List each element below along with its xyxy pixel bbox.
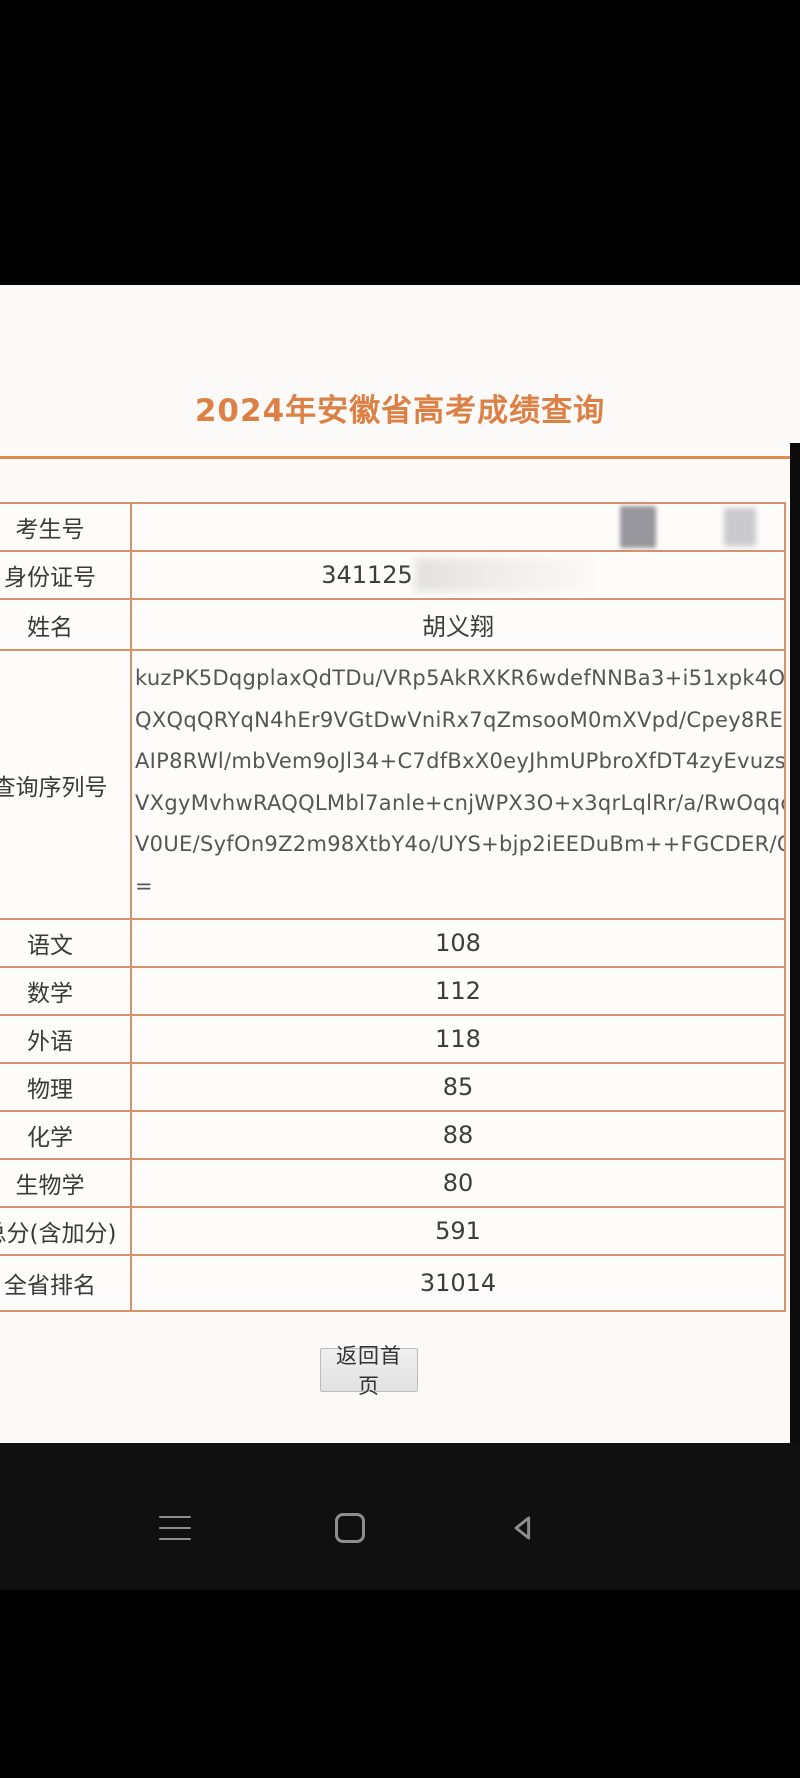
serial-line: QXQqQRYqN4hEr9VGtDwVniRx7qZmsooM0mXVpd/C… [135, 707, 784, 732]
back-icon[interactable] [506, 1511, 540, 1545]
score-table: 考生号 身份证号 341125 姓名 胡义翔 查询序列号 kuzPK5Dqgpl… [0, 502, 786, 1312]
table-row: 身份证号 341125 [0, 552, 784, 600]
row-value: 118 [435, 1025, 481, 1053]
table-row: 总分(含加分) 591 [0, 1208, 784, 1256]
row-value: 88 [442, 1121, 474, 1149]
row-value: 108 [435, 929, 481, 957]
table-row: 化学 88 [0, 1112, 784, 1160]
home-icon[interactable] [333, 1511, 367, 1545]
row-label: 数学 [0, 968, 132, 1014]
row-value: 31014 [419, 1269, 497, 1297]
menu-line [159, 1515, 191, 1518]
row-value-text: 341125 [321, 561, 413, 589]
table-row: 全省排名 31014 [0, 1256, 784, 1312]
serial-line: = [135, 873, 153, 898]
serial-number-block: kuzPK5DqgplaxQdTDu/VRp5AkRXKR6wdefNNBa3+… [132, 651, 784, 918]
redaction-blur [620, 506, 656, 548]
table-row: 语文 108 [0, 920, 784, 968]
row-value: 112 [435, 977, 481, 1005]
redaction-blur [724, 508, 756, 546]
menu-line [159, 1538, 191, 1541]
row-value: 591 [435, 1217, 481, 1245]
table-row: 外语 118 [0, 1016, 784, 1064]
right-edge-shadow [790, 443, 800, 1443]
table-row: 数学 112 [0, 968, 784, 1016]
page-title: 2024年安徽省高考成绩查询 [194, 393, 606, 429]
row-value: 85 [442, 1073, 474, 1101]
table-row: 物理 85 [0, 1064, 784, 1112]
row-value: 341125 [132, 552, 784, 598]
home-shape [335, 1513, 365, 1543]
row-label: 查询序列号 [0, 651, 132, 918]
menu-line [159, 1526, 191, 1530]
row-label: 总分(含加分) [0, 1208, 132, 1254]
row-label: 外语 [0, 1016, 132, 1062]
serial-line: kuzPK5DqgplaxQdTDu/VRp5AkRXKR6wdefNNBa3+… [135, 666, 784, 690]
table-row: 生物学 80 [0, 1160, 784, 1208]
row-label: 语文 [0, 920, 132, 966]
android-nav-bar [0, 1443, 800, 1590]
row-label: 物理 [0, 1064, 132, 1110]
table-row: 姓名 胡义翔 [0, 600, 784, 651]
row-label: 全省排名 [0, 1256, 132, 1310]
row-label: 生物学 [0, 1160, 132, 1206]
redaction-blur [414, 558, 595, 592]
row-value: 80 [442, 1169, 474, 1197]
row-label: 考生号 [0, 504, 132, 550]
back-triangle [514, 1516, 531, 1540]
row-label: 姓名 [0, 600, 132, 649]
table-row: 考生号 [0, 504, 784, 552]
serial-line: VXgyMvhwRAQQLMbl7anle+cnjWPX3O+x3qrLqlRr… [135, 790, 784, 815]
serial-line: V0UE/SyfOn9Z2m98XtbY4o/UYS+bjp2iEEDuBm++… [135, 832, 784, 856]
results-page: 2024年安徽省高考成绩查询 考生号 身份证号 341125 姓名 胡义翔 查询… [0, 285, 800, 1443]
menu-icon[interactable] [158, 1511, 192, 1545]
back-home-button[interactable]: 返回首页 [320, 1344, 418, 1398]
serial-line: AIP8RWl/mbVem9oJl34+C7dfBxX0eyJhmUPbroXf… [135, 749, 784, 773]
row-value [132, 504, 784, 550]
table-row-serial: 查询序列号 kuzPK5DqgplaxQdTDu/VRp5AkRXKR6wdef… [0, 651, 784, 920]
row-label: 化学 [0, 1112, 132, 1158]
row-value: 胡义翔 [422, 613, 494, 641]
row-label: 身份证号 [0, 552, 132, 598]
title-divider [0, 456, 800, 459]
